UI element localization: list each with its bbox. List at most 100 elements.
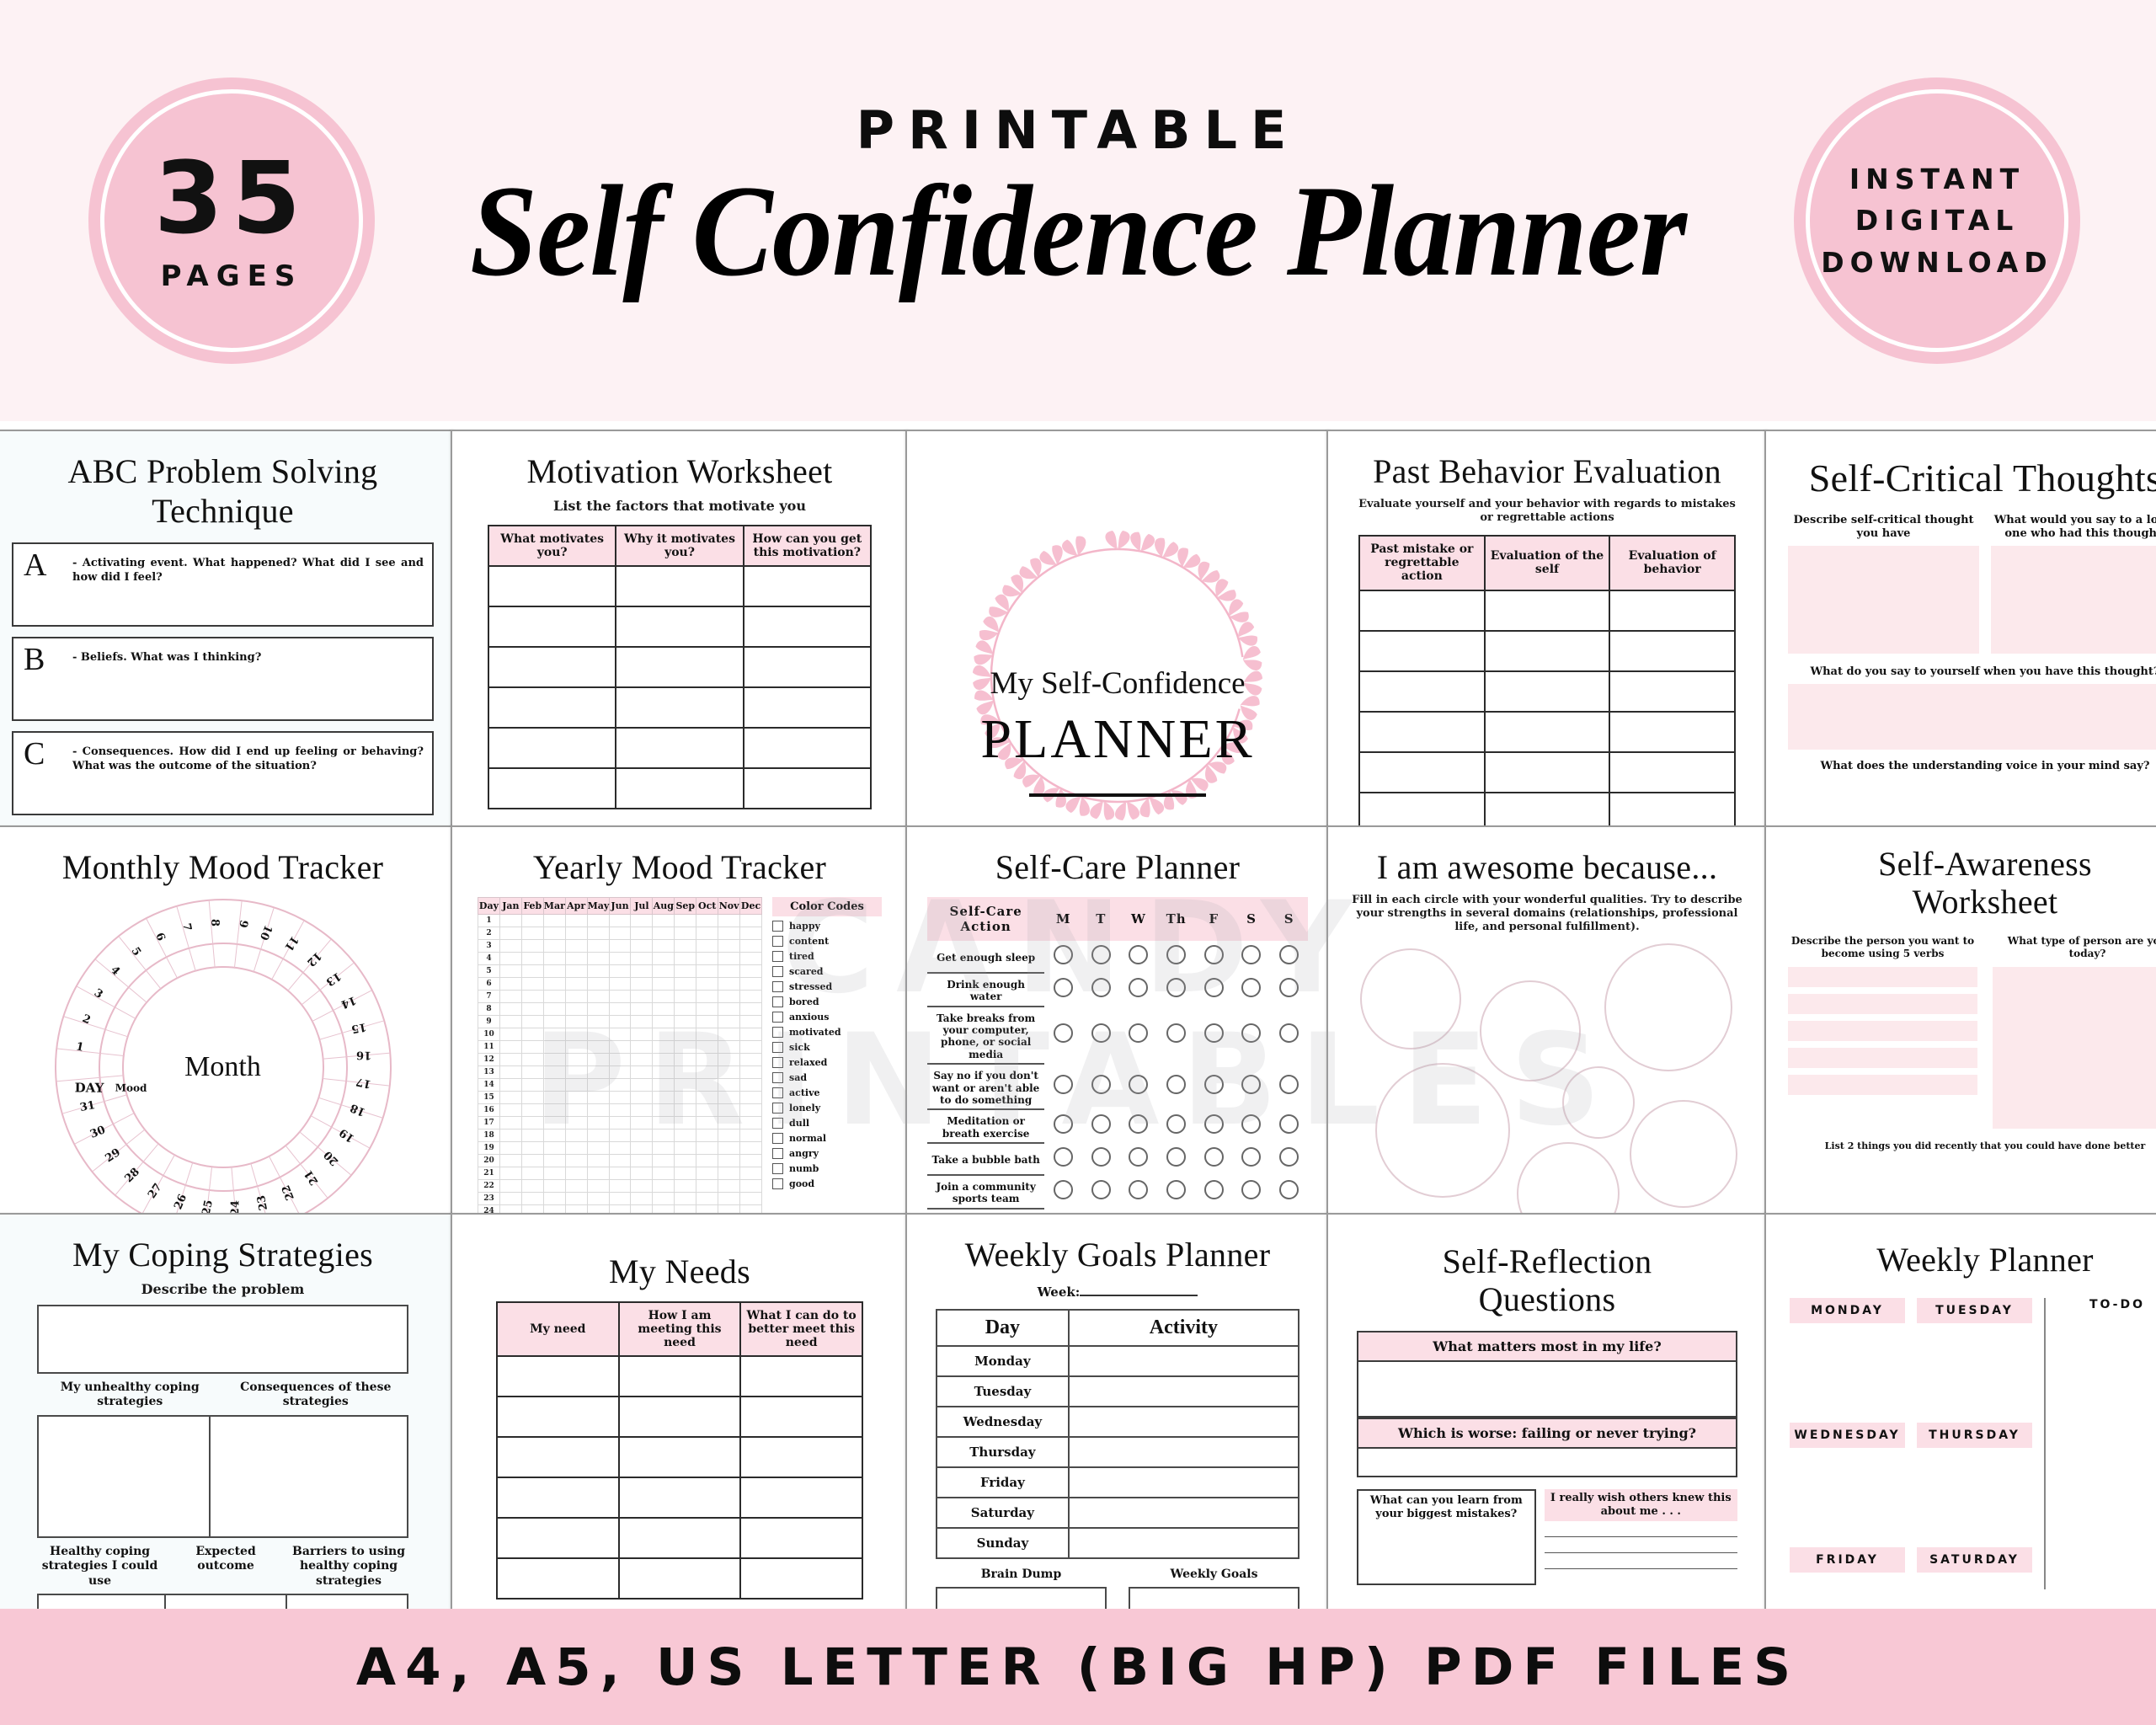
sheet-self-care-planner[interactable]: Self-Care Planner Self-Care Action M T W Th F…: [905, 825, 1330, 1216]
mood-cell[interactable]: [586, 1001, 610, 1016]
mood-cell[interactable]: [564, 1140, 588, 1155]
circle-icon[interactable]: [1203, 1075, 1224, 1095]
mood-cell[interactable]: [674, 913, 697, 927]
mood-cell[interactable]: [718, 964, 741, 978]
self-care-checkbox-cell[interactable]: [1120, 1175, 1158, 1209]
self-care-checkbox-cell[interactable]: [1270, 1175, 1308, 1209]
motivation-table[interactable]: What motivates you? Why it motivates you…: [487, 524, 873, 809]
mood-cell[interactable]: [652, 951, 675, 965]
mood-cell[interactable]: [608, 1014, 632, 1028]
mood-cell[interactable]: [739, 1065, 762, 1079]
circle-icon[interactable]: [1091, 1023, 1111, 1043]
mood-cell[interactable]: [586, 1090, 610, 1104]
mood-cell[interactable]: [586, 1027, 610, 1041]
self-care-checkbox-cell[interactable]: [1082, 941, 1120, 973]
mood-cell[interactable]: [718, 1090, 741, 1104]
mood-cell[interactable]: [739, 964, 762, 978]
mood-cell[interactable]: [608, 976, 632, 991]
mood-cell[interactable]: [499, 1001, 522, 1016]
mood-cell[interactable]: [630, 964, 654, 978]
mood-cell[interactable]: [696, 1191, 719, 1205]
mood-cell[interactable]: [564, 1014, 588, 1028]
mood-cell[interactable]: [499, 913, 522, 927]
mood-cell[interactable]: [564, 913, 588, 927]
circle-icon[interactable]: [1166, 1147, 1187, 1167]
mood-cell[interactable]: [718, 1077, 741, 1092]
mood-cell[interactable]: [499, 989, 522, 1003]
quality-circle[interactable]: [1375, 1062, 1510, 1198]
color-code-item[interactable]: dull: [772, 1117, 882, 1129]
verb-field[interactable]: [1788, 1074, 1977, 1095]
circle-icon[interactable]: [1241, 944, 1262, 964]
mood-cell[interactable]: [542, 1166, 566, 1180]
self-care-checkbox-cell[interactable]: [1157, 941, 1195, 973]
mood-cell[interactable]: [630, 1191, 654, 1205]
self-care-checkbox-cell[interactable]: [1044, 941, 1082, 973]
quality-circle[interactable]: [1630, 1099, 1737, 1208]
quality-circle[interactable]: [1562, 1065, 1635, 1139]
mood-cell[interactable]: [652, 1077, 675, 1092]
mood-cell[interactable]: [652, 964, 675, 978]
activity-cell[interactable]: [1067, 1344, 1300, 1377]
mood-cell[interactable]: [718, 1052, 741, 1066]
mood-cell[interactable]: [718, 1065, 741, 1079]
mood-cell[interactable]: [520, 1103, 544, 1117]
mood-cell[interactable]: [499, 951, 522, 965]
mood-cell[interactable]: [739, 1166, 762, 1180]
mood-cell[interactable]: [696, 1090, 719, 1104]
checkbox-icon[interactable]: [772, 1026, 783, 1038]
color-code-item[interactable]: scared: [772, 965, 882, 977]
color-code-item[interactable]: angry: [772, 1147, 882, 1159]
mood-cell[interactable]: [542, 1191, 566, 1205]
mood-cell[interactable]: [674, 938, 697, 953]
mood-cell[interactable]: [608, 926, 632, 940]
mood-cell[interactable]: [718, 938, 741, 953]
checkbox-icon[interactable]: [772, 1087, 783, 1098]
checkbox-icon[interactable]: [772, 965, 783, 977]
mood-cell[interactable]: [608, 1077, 632, 1092]
mood-cell[interactable]: [652, 1065, 675, 1079]
mood-cell[interactable]: [520, 1191, 544, 1205]
color-code-item[interactable]: good: [772, 1178, 882, 1189]
mood-cell[interactable]: [542, 926, 566, 940]
mood-cell[interactable]: [499, 1065, 522, 1079]
mood-cell[interactable]: [718, 1027, 741, 1041]
mood-cell[interactable]: [718, 976, 741, 991]
self-care-checkbox-cell[interactable]: [1195, 973, 1233, 1007]
mood-cell[interactable]: [696, 1153, 719, 1167]
mood-cell[interactable]: [499, 1166, 522, 1180]
self-care-table[interactable]: Self-Care Action M T W Th F S S Get enough sleep…: [927, 896, 1308, 1215]
mood-cell[interactable]: [499, 1178, 522, 1193]
checkbox-icon[interactable]: [772, 980, 783, 992]
weekly-planner-wednesday-field[interactable]: [1790, 1448, 1905, 1547]
mood-cell[interactable]: [608, 938, 632, 953]
circle-icon[interactable]: [1054, 1114, 1074, 1135]
self-care-checkbox-cell[interactable]: [1270, 1109, 1308, 1143]
mood-cell[interactable]: [608, 1140, 632, 1155]
mood-cell[interactable]: [608, 989, 632, 1003]
mood-cell[interactable]: [739, 1140, 762, 1155]
sheet-abc-problem-solving[interactable]: ABC Problem Solving Technique A - Activa…: [0, 430, 454, 829]
mood-cell[interactable]: [696, 951, 719, 965]
self-care-checkbox-cell[interactable]: [1195, 1175, 1233, 1209]
circle-icon[interactable]: [1054, 1179, 1074, 1199]
mood-cell[interactable]: [696, 1039, 719, 1054]
weekly-planner-monday-field[interactable]: [1790, 1323, 1905, 1423]
mood-cell[interactable]: [586, 1014, 610, 1028]
sheet-weekly-planner[interactable]: Weekly Planner MONDAY WEDNESDAY FRIDAY: [1764, 1213, 2156, 1609]
mood-cell[interactable]: [564, 976, 588, 991]
sheet-my-needs[interactable]: My Needs My need How I am meeting this n…: [451, 1213, 909, 1609]
mood-cell[interactable]: [586, 1178, 610, 1193]
mood-cell[interactable]: [499, 1090, 522, 1104]
checkbox-icon[interactable]: [772, 1056, 783, 1068]
mood-cell[interactable]: [718, 1103, 741, 1117]
circle-icon[interactable]: [1203, 977, 1224, 997]
mood-cell[interactable]: [630, 1115, 654, 1130]
self-care-checkbox-cell[interactable]: [1157, 1175, 1195, 1209]
mood-cell[interactable]: [739, 1115, 762, 1130]
mood-cell[interactable]: [739, 926, 762, 940]
mood-cell[interactable]: [674, 1178, 697, 1193]
mood-cell[interactable]: [630, 989, 654, 1003]
mood-cell[interactable]: [586, 926, 610, 940]
weekly-planner-tuesday-field[interactable]: [1917, 1323, 2032, 1423]
